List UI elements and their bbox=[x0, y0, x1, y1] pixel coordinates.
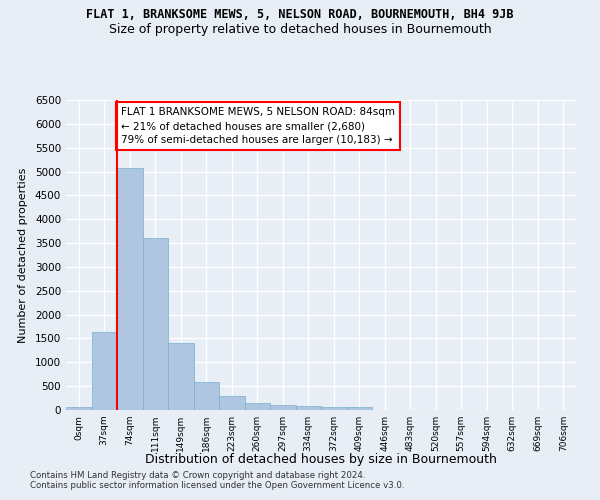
Bar bbox=[117, 168, 143, 410]
Bar bbox=[270, 405, 296, 410]
Text: FLAT 1, BRANKSOME MEWS, 5, NELSON ROAD, BOURNEMOUTH, BH4 9JB: FLAT 1, BRANKSOME MEWS, 5, NELSON ROAD, … bbox=[86, 8, 514, 20]
Bar bbox=[219, 396, 245, 410]
Text: FLAT 1 BRANKSOME MEWS, 5 NELSON ROAD: 84sqm
← 21% of detached houses are smaller: FLAT 1 BRANKSOME MEWS, 5 NELSON ROAD: 84… bbox=[121, 107, 395, 145]
Bar bbox=[296, 406, 321, 410]
Text: Contains HM Land Registry data © Crown copyright and database right 2024.: Contains HM Land Registry data © Crown c… bbox=[30, 470, 365, 480]
Bar bbox=[91, 332, 117, 410]
Bar bbox=[143, 238, 168, 410]
Text: Size of property relative to detached houses in Bournemouth: Size of property relative to detached ho… bbox=[109, 22, 491, 36]
Text: Contains public sector information licensed under the Open Government Licence v3: Contains public sector information licen… bbox=[30, 480, 404, 490]
Bar bbox=[168, 343, 193, 410]
Y-axis label: Number of detached properties: Number of detached properties bbox=[18, 168, 28, 342]
Text: Distribution of detached houses by size in Bournemouth: Distribution of detached houses by size … bbox=[145, 452, 497, 466]
Bar bbox=[321, 408, 347, 410]
Bar bbox=[245, 403, 270, 410]
Bar bbox=[66, 406, 91, 410]
Bar bbox=[193, 382, 219, 410]
Bar bbox=[347, 408, 372, 410]
